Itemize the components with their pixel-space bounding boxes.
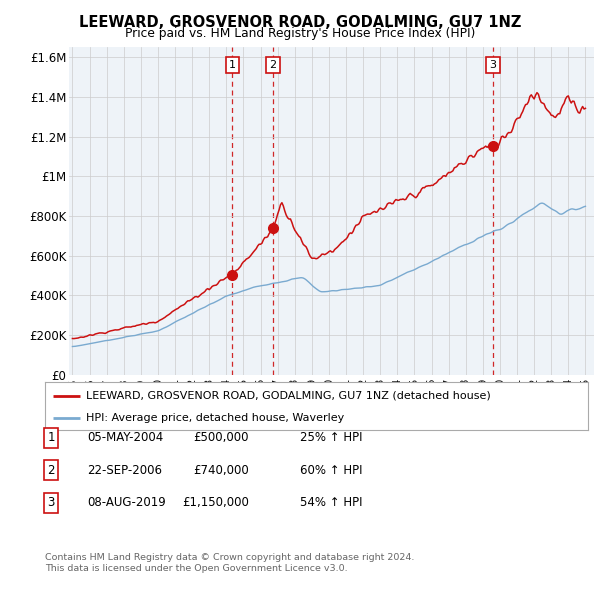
Text: 22-SEP-2006: 22-SEP-2006	[87, 464, 162, 477]
Text: 54% ↑ HPI: 54% ↑ HPI	[300, 496, 362, 509]
Text: £1,150,000: £1,150,000	[182, 496, 249, 509]
Text: 2: 2	[269, 60, 277, 70]
Text: 25% ↑ HPI: 25% ↑ HPI	[300, 431, 362, 444]
Text: 1: 1	[229, 60, 236, 70]
Text: This data is licensed under the Open Government Licence v3.0.: This data is licensed under the Open Gov…	[45, 565, 347, 573]
Text: 05-MAY-2004: 05-MAY-2004	[87, 431, 163, 444]
Text: Contains HM Land Registry data © Crown copyright and database right 2024.: Contains HM Land Registry data © Crown c…	[45, 553, 415, 562]
Text: LEEWARD, GROSVENOR ROAD, GODALMING, GU7 1NZ (detached house): LEEWARD, GROSVENOR ROAD, GODALMING, GU7 …	[86, 391, 490, 401]
Text: £740,000: £740,000	[193, 464, 249, 477]
Text: 60% ↑ HPI: 60% ↑ HPI	[300, 464, 362, 477]
Text: 1: 1	[47, 431, 55, 444]
Text: 2: 2	[47, 464, 55, 477]
Text: 08-AUG-2019: 08-AUG-2019	[87, 496, 166, 509]
Text: 3: 3	[47, 496, 55, 509]
Text: 3: 3	[490, 60, 497, 70]
Text: £500,000: £500,000	[193, 431, 249, 444]
Text: HPI: Average price, detached house, Waverley: HPI: Average price, detached house, Wave…	[86, 413, 344, 422]
Text: LEEWARD, GROSVENOR ROAD, GODALMING, GU7 1NZ: LEEWARD, GROSVENOR ROAD, GODALMING, GU7 …	[79, 15, 521, 30]
Text: Price paid vs. HM Land Registry's House Price Index (HPI): Price paid vs. HM Land Registry's House …	[125, 27, 475, 40]
